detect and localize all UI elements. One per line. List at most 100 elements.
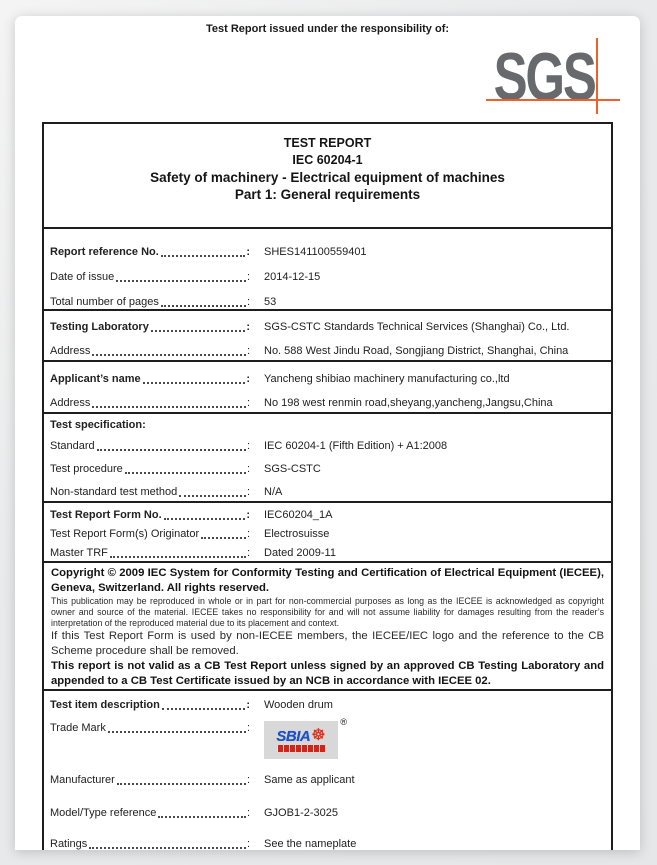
- field-value: Electrosuisse: [264, 527, 330, 540]
- field-row: Ratings: See the nameplate: [44, 829, 611, 850]
- field-label: Trade Mark: [50, 722, 106, 734]
- field-label: Test item description: [50, 699, 160, 711]
- field-row: Test Report Form(s) Originator: Electrosu…: [44, 524, 611, 543]
- field-label-group: Applicant’s name:: [50, 372, 250, 386]
- title-line: Safety of machinery - Electrical equipme…: [150, 170, 505, 185]
- sgs-logo-horizontal-line: [486, 99, 620, 101]
- field-label: Model/Type reference: [50, 807, 157, 819]
- field-label-group: Test Report Form No.:: [50, 508, 250, 522]
- field-label-group: Non-standard test method:: [50, 485, 250, 499]
- field-label: Address: [50, 345, 91, 357]
- leader-colon: :: [246, 546, 250, 559]
- field-row: Manufacturer: Same as applicant: [44, 763, 611, 797]
- field-value: No 198 west renmin road,sheyang,yancheng…: [264, 397, 553, 409]
- copyright-paragraph: Copyright © 2009 IEC System for Conformi…: [51, 567, 604, 594]
- section-testing-laboratory: Testing Laboratory: SGS-CSTC Standards Te…: [44, 309, 611, 360]
- responsibility-note: Test Report issued under the responsibil…: [205, 23, 450, 35]
- field-value: N/A: [264, 485, 283, 498]
- field-label-group: Testing Laboratory:: [50, 320, 250, 334]
- leader-colon: :: [246, 838, 250, 850]
- field-row: Test specification:: [44, 416, 611, 434]
- field-row: Master TRF: Dated 2009-11: [44, 543, 611, 561]
- leader-colon: :: [246, 527, 250, 540]
- field-row: Testing Laboratory: SGS-CSTC Standards Te…: [44, 315, 611, 339]
- field-label-group: Total number of pages:: [50, 295, 250, 309]
- dot-leader: [142, 382, 246, 384]
- field-label: Ratings: [50, 838, 88, 850]
- leader-colon: :: [246, 321, 250, 333]
- field-label: Testing Laboratory: [50, 321, 149, 333]
- field-label: Non-standard test method: [50, 485, 178, 498]
- field-row: Test Report Form No.: IEC60204_1A: [44, 505, 611, 524]
- field-label: Test Report Form(s) Originator: [50, 527, 200, 540]
- section-applicant: Applicant’s name: Yancheng shibiao machin…: [44, 360, 611, 412]
- field-label-group: Test Report Form(s) Originator:: [50, 527, 250, 541]
- section-test-report-form: Test Report Form No.: IEC60204_1A Test Rep…: [44, 501, 611, 561]
- registered-mark-icon: ®: [340, 717, 347, 727]
- trademark-logo-box: SBIA ☸ ®: [264, 717, 347, 759]
- field-label-group: Test procedure:: [50, 462, 250, 476]
- dot-leader: [92, 406, 246, 408]
- dot-leader: [161, 708, 246, 710]
- field-label-group: Address:: [50, 344, 250, 358]
- dot-leader: [201, 536, 246, 539]
- dot-leader: [160, 304, 246, 307]
- dot-leader: [89, 847, 246, 849]
- field-label-group: Report reference No.:: [50, 245, 250, 259]
- field-label: Manufacturer: [50, 774, 115, 786]
- leader-colon: :: [246, 439, 250, 452]
- leader-colon: :: [246, 245, 250, 258]
- leader-colon: :: [246, 699, 250, 711]
- title-line: IEC 60204-1: [292, 153, 363, 167]
- field-value: SGS-CSTC: [264, 462, 321, 475]
- field-value: SGS-CSTC Standards Technical Services (S…: [264, 321, 570, 333]
- field-label: Report reference No.: [50, 245, 159, 258]
- dot-leader: [92, 354, 246, 356]
- field-label: Total number of pages: [50, 295, 159, 308]
- field-value: GJOB1-2-3025: [264, 807, 338, 819]
- field-value: 53: [264, 295, 277, 308]
- field-label: Date of issue: [50, 270, 115, 283]
- field-label-group: Date of issue:: [50, 270, 250, 284]
- field-row: Standard: IEC 60204-1 (Fifth Edition) + A…: [44, 434, 611, 457]
- section-test-item: Test item description: Wooden drum Trade M…: [44, 689, 611, 850]
- field-label-group: Master TRF:: [50, 546, 250, 560]
- field-row: Non-standard test method: N/A: [44, 480, 611, 501]
- field-label: Applicant’s name: [50, 373, 141, 385]
- leader-colon: :: [246, 397, 250, 409]
- field-value: Yancheng shibiao machinery manufacturing…: [264, 373, 510, 385]
- field-value: Same as applicant: [264, 774, 355, 786]
- leader-colon: :: [246, 722, 250, 734]
- leader-colon: :: [246, 508, 250, 521]
- field-label: Test Report Form No.: [50, 508, 162, 521]
- trademark-logo-line: SBIA ☸: [276, 728, 325, 744]
- field-label-group: Test item description:: [50, 698, 250, 712]
- section-report-reference: Report reference No.: SHES141100559401 Dat…: [44, 227, 611, 309]
- dot-leader: [107, 731, 246, 733]
- dot-leader: [179, 494, 246, 497]
- field-label-group: Test specification:: [50, 418, 250, 432]
- field-label-group: Address:: [50, 396, 250, 410]
- dot-leader: [116, 783, 246, 785]
- field-label-group: Model/Type reference:: [50, 806, 250, 820]
- field-label-group: Standard:: [50, 439, 250, 453]
- dot-leader: [116, 279, 246, 282]
- field-value: SHES141100559401: [264, 245, 367, 258]
- field-label: Test procedure: [50, 462, 123, 475]
- sgs-logo: SGS: [486, 37, 620, 117]
- leader-colon: :: [246, 270, 250, 283]
- copyright-paragraph: If this Test Report Form is used by non-…: [51, 630, 604, 657]
- leader-colon: :: [246, 462, 250, 475]
- field-row: Model/Type reference: GJOB1-2-3025: [44, 797, 611, 829]
- leader-colon: :: [246, 485, 250, 498]
- field-value: No. 588 West Jindu Road, Songjiang Distr…: [264, 345, 569, 357]
- title-block: TEST REPORT IEC 60204-1 Safety of machiner…: [44, 124, 611, 227]
- field-label: Master TRF: [50, 546, 108, 559]
- title-line: TEST REPORT: [283, 136, 372, 150]
- field-value: Wooden drum: [264, 699, 333, 711]
- field-row: Address: No 198 west renmin road,sheyang,…: [44, 391, 611, 412]
- field-value: Dated 2009-11: [264, 546, 336, 559]
- field-value: IEC60204_1A: [264, 508, 333, 521]
- dot-leader: [150, 330, 246, 332]
